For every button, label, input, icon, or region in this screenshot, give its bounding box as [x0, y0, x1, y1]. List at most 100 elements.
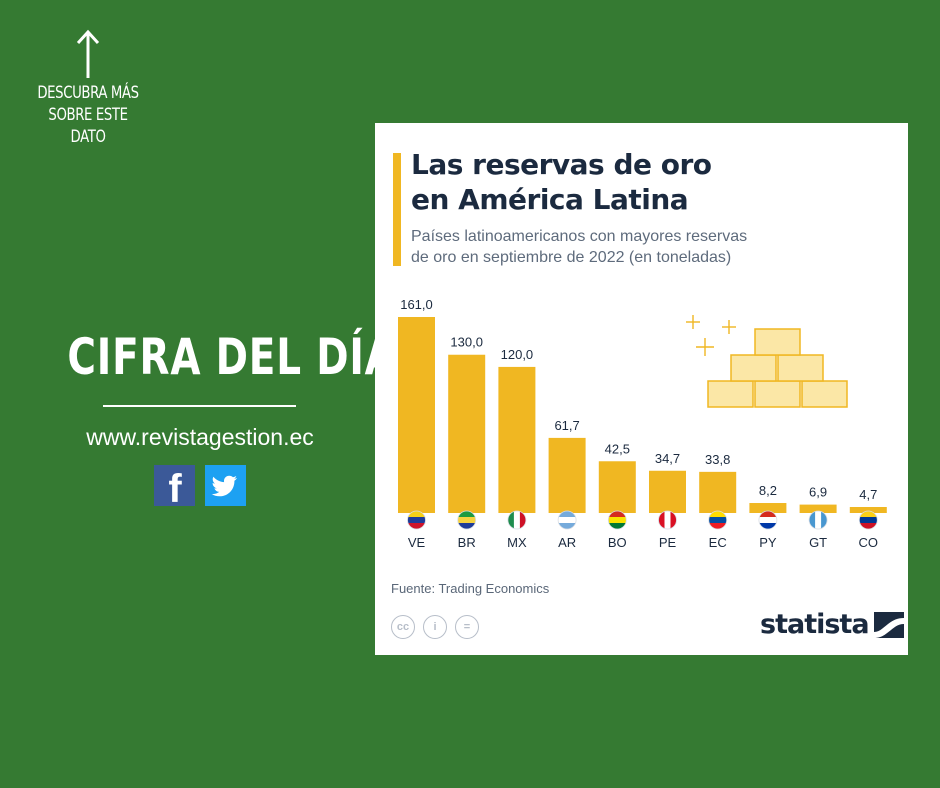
value-label-ar: 61,7: [554, 418, 579, 433]
ecuador-flag-icon: [708, 510, 728, 530]
no-derivatives-icon: =: [455, 615, 479, 639]
chart-title-line-2: en América Latina: [411, 183, 689, 216]
paraguay-flag-icon-stripe: [758, 517, 777, 524]
brazil-flag-icon-stripe: [457, 523, 476, 529]
headline: CIFRA DEL DÍA: [67, 328, 396, 386]
title-accent-bar: [393, 153, 401, 266]
value-label-br: 130,0: [450, 335, 483, 350]
bar-ve: [398, 317, 435, 513]
category-label-ve: VE: [408, 535, 426, 550]
guatemala-flag-icon-stripe: [821, 511, 828, 529]
bar-ec: [699, 471, 737, 513]
ecuador-flag-icon-stripe: [708, 517, 727, 524]
peru-flag-icon: [658, 510, 677, 530]
category-label-bo: BO: [608, 535, 627, 550]
cta-line-3: DATO: [70, 127, 106, 147]
source-note: Fuente: Trading Economics: [391, 581, 550, 596]
venezuela-flag-icon-stripe: [407, 517, 426, 524]
twitter-button[interactable]: [205, 465, 246, 506]
facebook-button[interactable]: f: [154, 465, 195, 511]
colombia-flag-icon-stripe: [859, 517, 878, 524]
category-label-ec: EC: [709, 535, 727, 550]
brazil-flag-icon-stripe: [457, 517, 476, 524]
mexico-flag-icon-stripe: [513, 511, 521, 529]
paraguay-flag-icon-stripe: [758, 523, 777, 529]
chart-title: Las reservas de oro en América Latina: [411, 147, 712, 217]
website-link[interactable]: www.revistagestion.ec: [86, 424, 314, 450]
venezuela-flag-icon: [407, 510, 426, 530]
value-label-ve: 161,0: [400, 297, 433, 312]
bar-gt: [799, 504, 837, 513]
category-label-br: BR: [458, 535, 476, 550]
cta-line-2: SOBRE ESTE: [48, 105, 128, 125]
peru-flag-icon-stripe: [670, 511, 677, 529]
peru-flag-icon-stripe: [658, 511, 665, 529]
value-label-bo: 42,5: [605, 441, 630, 456]
paraguay-flag-icon: [758, 510, 778, 530]
guatemala-flag-icon-stripe: [815, 511, 822, 529]
bar-py: [749, 503, 787, 513]
argentina-flag-icon-stripe: [558, 523, 577, 529]
argentina-flag-icon-stripe: [558, 511, 577, 518]
bar-br: [448, 354, 486, 513]
value-label-mx: 120,0: [501, 347, 534, 362]
value-label-co: 4,7: [859, 487, 877, 502]
colombia-flag-icon-stripe: [859, 523, 878, 529]
mexico-flag-icon-stripe: [519, 511, 526, 529]
value-label-pe: 34,7: [655, 451, 680, 466]
bar-ar: [548, 437, 586, 513]
peru-flag-icon-stripe: [664, 511, 671, 529]
divider: [103, 405, 296, 407]
category-label-co: CO: [859, 535, 879, 550]
bar-mx: [498, 366, 536, 513]
category-label-pe: PE: [659, 535, 677, 550]
chart-title-line-1: Las reservas de oro: [411, 148, 712, 181]
discover-more-link[interactable]: DESCUBRA MÁS SOBRE ESTE DATO: [18, 28, 158, 148]
chart-subtitle-line-2: de oro en septiembre de 2022 (en tonelad…: [411, 249, 732, 266]
cc-icon: cc: [391, 615, 415, 639]
category-label-ar: AR: [558, 535, 576, 550]
value-label-gt: 6,9: [809, 485, 827, 500]
brazil-flag-icon: [457, 510, 477, 530]
bar-co: [849, 507, 887, 513]
statista-wordmark: statista: [760, 609, 870, 640]
chart-subtitle-line-1: Países latinoamericanos con mayores rese…: [411, 228, 748, 245]
bolivia-flag-icon-stripe: [608, 511, 627, 518]
statista-logo[interactable]: statista: [760, 609, 904, 640]
bar-chart: 161,0 VE 130,0 BR 120,0 MX 61,7 AR 42,5 BO 34,7 PE 3…: [398, 297, 887, 550]
argentina-flag-icon-stripe: [558, 517, 577, 524]
category-label-py: PY: [759, 535, 777, 550]
guatemala-flag-icon: [808, 510, 828, 530]
guatemala-flag-icon-stripe: [809, 511, 816, 529]
value-label-py: 8,2: [759, 483, 777, 498]
bolivia-flag-icon: [607, 510, 627, 530]
cta-line-1: DESCUBRA MÁS: [37, 83, 139, 103]
facebook-icon: f: [168, 467, 182, 511]
arrow-up-icon: [76, 29, 100, 78]
mexico-flag-icon-stripe: [507, 511, 515, 529]
ecuador-flag-icon-stripe: [708, 511, 727, 518]
twitter-icon: [211, 475, 237, 497]
ecuador-flag-icon-stripe: [708, 523, 727, 529]
argentina-flag-icon: [557, 510, 577, 530]
colombia-flag-icon: [858, 510, 878, 530]
category-label-gt: GT: [809, 535, 827, 550]
mexico-flag-icon: [507, 510, 527, 530]
venezuela-flag-icon-stripe: [407, 511, 426, 518]
paraguay-flag-icon-stripe: [758, 511, 777, 518]
facebook-glyph: f: [168, 467, 182, 506]
bar-pe: [649, 470, 686, 513]
bar-bo: [598, 461, 636, 513]
category-label-mx: MX: [507, 535, 527, 550]
brazil-flag-icon-stripe: [457, 511, 476, 518]
bolivia-flag-icon-stripe: [608, 517, 627, 524]
bolivia-flag-icon-stripe: [608, 523, 627, 529]
chart-card: Las reservas de oro en América Latina Pa…: [375, 123, 908, 655]
venezuela-flag-icon-stripe: [407, 523, 426, 529]
statista-mark-icon: [873, 611, 904, 638]
gold-bars-illustration: [686, 315, 848, 408]
value-label-ec: 33,8: [705, 452, 730, 467]
colombia-flag-icon-stripe: [859, 511, 878, 518]
attribution-icon: i: [423, 615, 447, 639]
chart-subtitle: Países latinoamericanos con mayores rese…: [411, 226, 831, 268]
